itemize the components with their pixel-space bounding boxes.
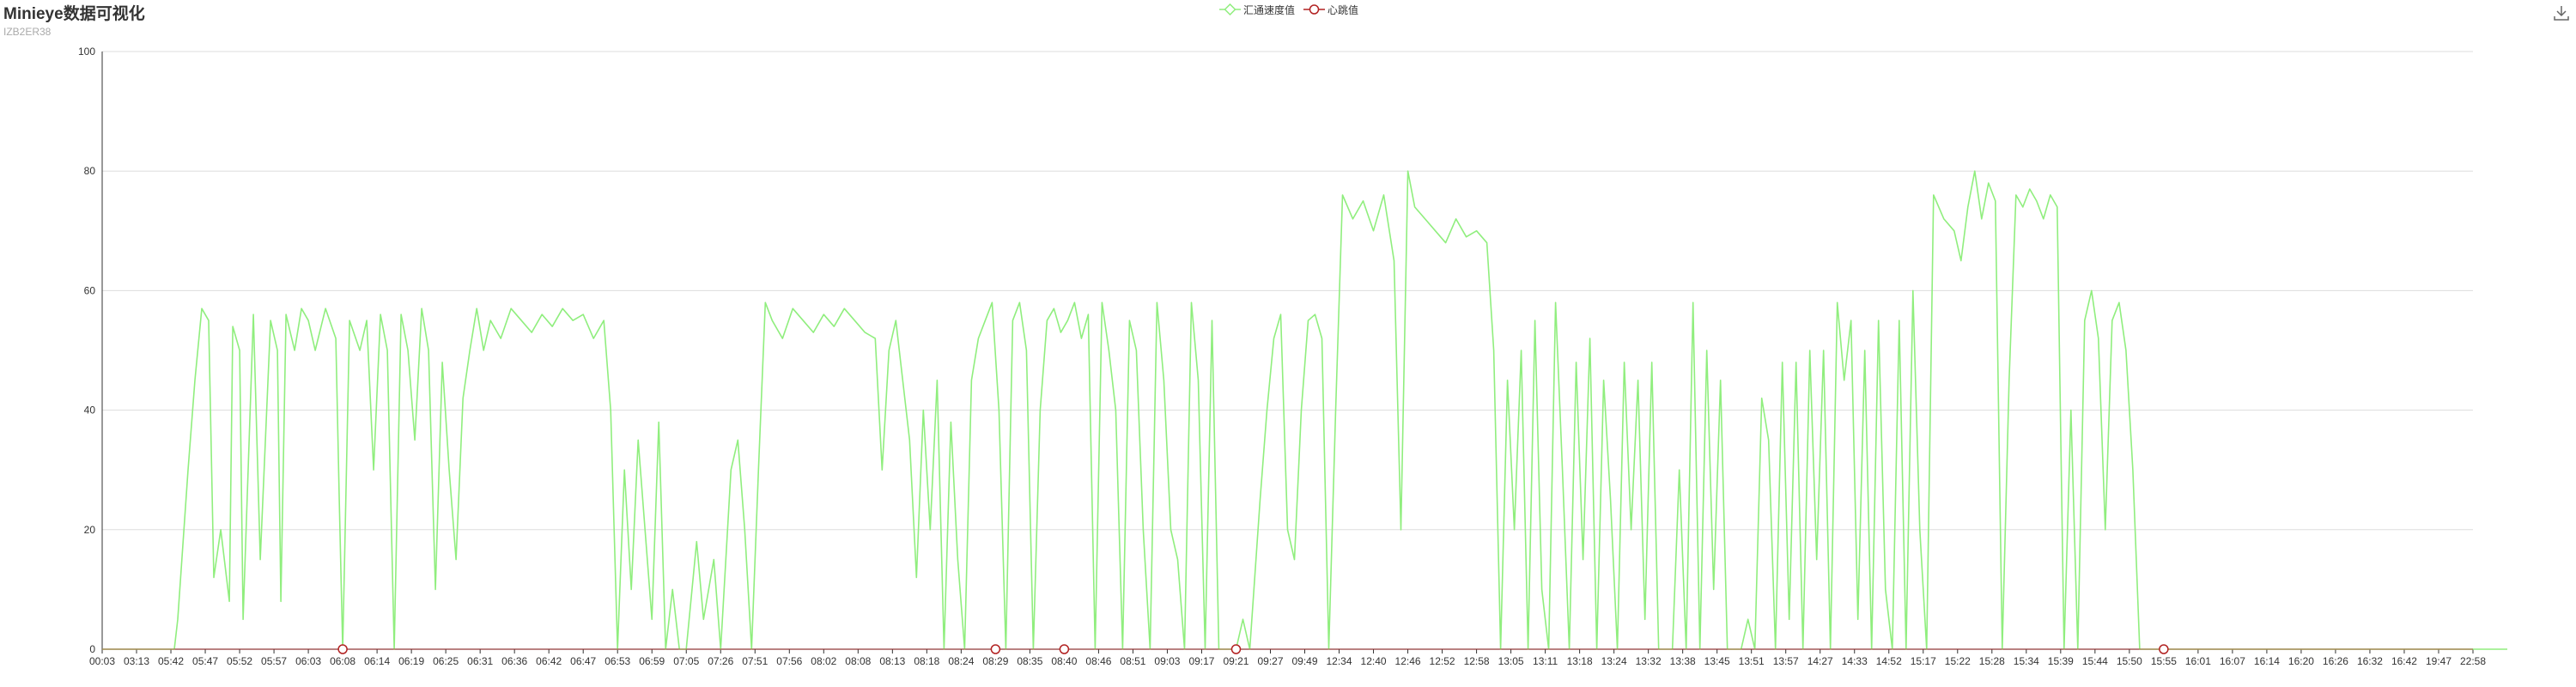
x-tick-label: 08:18 [914,655,939,667]
x-tick-label: 14:33 [1842,655,1868,667]
y-tick-label: 80 [84,165,96,177]
legend-line-circle-icon [1303,4,1326,15]
x-tick-label: 09:21 [1223,655,1249,667]
x-tick-label: 14:52 [1876,655,1902,667]
x-tick-label: 05:52 [227,655,252,667]
x-tick-label: 15:50 [2117,655,2142,667]
y-tick-label: 20 [84,524,96,536]
x-tick-label: 09:27 [1257,655,1283,667]
legend-line-diamond-icon [1219,3,1241,15]
speed-series-line [102,170,2507,650]
x-tick-label: 13:57 [1773,655,1799,667]
heartbeat-marker [1059,644,1070,654]
x-tick-label: 07:51 [742,655,768,667]
x-tick-label: 15:28 [1979,655,2005,667]
y-tick-label: 100 [78,46,95,58]
x-tick-label: 08:24 [948,655,974,667]
x-tick-label: 09:03 [1154,655,1180,667]
x-tick-label: 13:11 [1533,655,1558,667]
x-tick-label: 06:03 [295,655,321,667]
x-tick-label: 07:26 [708,655,733,667]
x-tick-label: 16:26 [2323,655,2348,667]
x-tick-label: 12:46 [1395,655,1421,667]
x-tick-label: 13:18 [1567,655,1593,667]
x-tick-label: 12:58 [1464,655,1490,667]
x-tick-label: 16:42 [2391,655,2417,667]
chart-title: Minieye数据可视化 [3,5,145,23]
x-tick-label: 05:47 [192,655,218,667]
x-tick-label: 15:22 [1945,655,1971,667]
x-tick-label: 05:57 [261,655,287,667]
x-tick-label: 16:20 [2288,655,2314,667]
heartbeat-marker [990,644,1001,654]
x-tick-label: 13:51 [1739,655,1765,667]
x-tick-label: 00:03 [89,655,115,667]
y-tick-label: 0 [89,643,95,655]
x-tick-label: 03:13 [124,655,149,667]
x-tick-label: 06:25 [433,655,459,667]
x-tick-label: 07:05 [673,655,699,667]
legend-item-heartbeat[interactable]: 心跳值 [1303,3,1358,17]
x-tick-label: 22:58 [2460,655,2486,667]
x-tick-label: 06:31 [467,655,493,667]
x-tick-label: 16:14 [2254,655,2280,667]
x-tick-label: 13:24 [1601,655,1627,667]
x-tick-label: 15:17 [1911,655,1936,667]
x-tick-label: 15:44 [2082,655,2108,667]
heartbeat-marker [337,644,348,654]
x-tick-label: 12:52 [1430,655,1455,667]
x-tick-label: 12:34 [1327,655,1352,667]
x-tick-label: 06:59 [639,655,665,667]
x-tick-label: 06:53 [605,655,630,667]
heartbeat-marker [1230,644,1242,654]
x-tick-label: 07:56 [776,655,802,667]
x-tick-label: 15:34 [2014,655,2039,667]
heartbeat-marker [2159,644,2169,654]
x-tick-label: 06:19 [398,655,424,667]
y-tick-label: 40 [84,404,96,416]
x-tick-label: 16:32 [2357,655,2383,667]
legend-label-speed: 汇通速度值 [1243,3,1296,16]
chart-legend: 汇通速度值 心跳值 [1219,2,1358,17]
x-tick-label: 12:40 [1361,655,1387,667]
x-tick-label: 08:46 [1085,655,1111,667]
x-tick-label: 06:47 [570,655,596,667]
x-tick-label: 14:27 [1807,655,1833,667]
x-tick-label: 06:08 [330,655,355,667]
x-tick-label: 15:39 [2048,655,2074,667]
chart-subtitle: IZB2ER38 [3,26,52,38]
x-tick-label: 13:32 [1636,655,1662,667]
x-tick-label: 08:35 [1017,655,1042,667]
x-tick-label: 08:29 [982,655,1008,667]
x-tick-label: 06:42 [536,655,562,667]
x-tick-label: 08:02 [811,655,836,667]
legend-label-heartbeat: 心跳值 [1327,3,1359,16]
legend-item-speed[interactable]: 汇通速度值 [1219,3,1295,17]
download-icon[interactable] [2552,3,2571,22]
x-tick-label: 13:38 [1670,655,1696,667]
x-tick-label: 08:08 [845,655,871,667]
x-tick-label: 06:36 [501,655,527,667]
x-tick-label: 08:13 [879,655,905,667]
x-tick-label: 16:07 [2220,655,2245,667]
x-tick-label: 15:55 [2151,655,2177,667]
x-tick-label: 16:01 [2185,655,2211,667]
x-tick-label: 13:05 [1498,655,1524,667]
x-tick-label: 08:51 [1120,655,1145,667]
x-tick-label: 06:14 [364,655,390,667]
x-tick-label: 13:45 [1704,655,1730,667]
x-tick-label: 19:47 [2426,655,2451,667]
x-tick-label: 05:42 [158,655,184,667]
y-tick-label: 60 [84,284,96,296]
x-tick-label: 09:49 [1291,655,1317,667]
x-tick-label: 09:17 [1188,655,1214,667]
x-tick-label: 08:40 [1051,655,1077,667]
